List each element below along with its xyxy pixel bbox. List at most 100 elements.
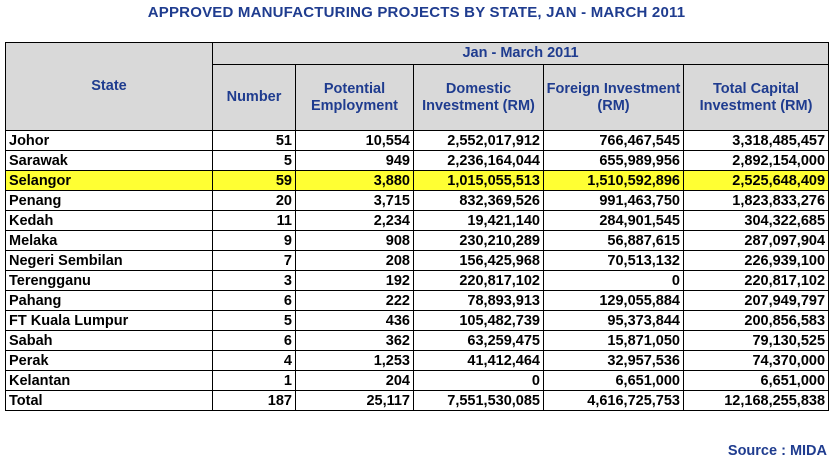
cell-number: 6 [212,290,296,311]
cell-employment: 908 [295,230,414,251]
cell-state: Terengganu [5,270,213,291]
cell-foreign: 56,887,615 [543,230,684,251]
cell-domestic: 1,015,055,513 [413,170,544,191]
cell-employment: 3,880 [295,170,414,191]
cell-state: FT Kuala Lumpur [5,310,213,331]
cell-number: 7 [212,250,296,271]
cell-employment: 204 [295,370,414,391]
cell-employment: 3,715 [295,190,414,211]
cell-domestic: 78,893,913 [413,290,544,311]
cell-state: Kedah [5,210,213,231]
cell-total: 220,817,102 [682,270,830,291]
cell-employment: 436 [295,310,414,331]
cell-foreign: 0 [543,270,684,291]
cell-domestic: 19,421,140 [413,210,544,231]
total-row: Total 187 25,117 7,551,530,085 4,616,725,753… [5,390,830,411]
cell-employment: 2,234 [295,210,414,231]
cell-total: 3,318,485,457 [682,130,830,151]
cell-domestic: 230,210,289 [413,230,544,251]
cell-total: 2,892,154,000 [682,150,830,171]
cell-foreign: 70,513,132 [543,250,684,271]
cell-number: 51 [212,130,296,151]
total-column-header: Total Capital Investment (RM) [682,64,830,131]
cell-state: Sarawak [5,150,213,171]
projects-table: State Jan - March 2011 Number Potential … [5,42,830,411]
period-header: Jan - March 2011 [211,42,830,65]
cell-total: 74,370,000 [682,350,830,371]
cell-domestic: 2,236,164,044 [413,150,544,171]
cell-number: 9 [212,230,296,251]
cell-state: Total [5,390,213,411]
cell-total: 79,130,525 [682,330,830,351]
table-row: FT Kuala Lumpur 5 436 105,482,739 95,373,844… [5,310,830,331]
table-row: Kedah 11 2,234 19,421,140 284,901,545 304,322… [5,210,830,231]
cell-foreign: 4,616,725,753 [543,390,684,411]
cell-domestic: 220,817,102 [413,270,544,291]
employment-column-header: Potential Employment [295,64,414,131]
cell-number: 5 [212,310,296,331]
cell-number: 11 [212,210,296,231]
cell-employment: 222 [295,290,414,311]
cell-total: 2,525,648,409 [682,170,830,191]
table-row: Sarawak 5 949 2,236,164,044 655,989,956 2,892… [5,150,830,171]
cell-number: 20 [212,190,296,211]
cell-domestic: 832,369,526 [413,190,544,211]
cell-foreign: 284,901,545 [543,210,684,231]
cell-total: 226,939,100 [682,250,830,271]
cell-total: 6,651,000 [682,370,830,391]
cell-foreign: 32,957,536 [543,350,684,371]
cell-number: 5 [212,150,296,171]
cell-state: Kelantan [5,370,213,391]
cell-employment: 1,253 [295,350,414,371]
table-body: Johor 51 10,554 2,552,017,912 766,467,545 3,3… [5,130,830,411]
table-row: Johor 51 10,554 2,552,017,912 766,467,545 3,3… [5,130,830,151]
domestic-column-header: Domestic Investment (RM) [413,64,544,131]
cell-foreign: 766,467,545 [543,130,684,151]
cell-total: 12,168,255,838 [682,390,830,411]
cell-foreign: 6,651,000 [543,370,684,391]
page-title: APPROVED MANUFACTURING PROJECTS BY STATE… [147,4,686,21]
table-row: Pahang 6 222 78,893,913 129,055,884 207,949,7… [5,290,830,311]
cell-foreign: 655,989,956 [543,150,684,171]
cell-domestic: 156,425,968 [413,250,544,271]
table-row: Terengganu 3 192 220,817,102 0 220,817,102 [5,270,830,291]
cell-total: 200,856,583 [682,310,830,331]
cell-domestic: 105,482,739 [413,310,544,331]
cell-foreign: 15,871,050 [543,330,684,351]
cell-employment: 949 [295,150,414,171]
table-row: Melaka 9 908 230,210,289 56,887,615 287,097,9… [5,230,830,251]
cell-domestic: 7,551,530,085 [413,390,544,411]
cell-domestic: 0 [413,370,544,391]
cell-employment: 362 [295,330,414,351]
cell-number: 1 [212,370,296,391]
cell-state: Negeri Sembilan [5,250,213,271]
cell-employment: 10,554 [295,130,414,151]
cell-state: Penang [5,190,213,211]
cell-foreign: 1,510,592,896 [543,170,684,191]
cell-foreign: 129,055,884 [543,290,684,311]
cell-state: Perak [5,350,213,371]
cell-employment: 25,117 [295,390,414,411]
table-row: Selangor 59 3,880 1,015,055,513 1,510,592,89… [5,170,830,191]
cell-number: 59 [212,170,296,191]
cell-number: 187 [212,390,296,411]
cell-state: Sabah [5,330,213,351]
cell-foreign: 991,463,750 [543,190,684,211]
table-row: Negeri Sembilan 7 208 156,425,968 70,513,132… [5,250,830,271]
cell-number: 4 [212,350,296,371]
cell-total: 287,097,904 [682,230,830,251]
table-row: Sabah 6 362 63,259,475 15,871,050 79,130,525 [5,330,830,351]
cell-state: Pahang [5,290,213,311]
cell-state: Melaka [5,230,213,251]
number-column-header: Number [212,64,296,131]
cell-domestic: 2,552,017,912 [413,130,544,151]
cell-total: 1,823,833,276 [682,190,830,211]
cell-state: Johor [5,130,213,151]
foreign-column-header: Foreign Investment (RM) [543,64,684,131]
source-note: Source : MIDA [727,443,827,459]
cell-number: 6 [212,330,296,351]
cell-total: 207,949,797 [682,290,830,311]
cell-domestic: 63,259,475 [413,330,544,351]
cell-employment: 192 [295,270,414,291]
cell-number: 3 [212,270,296,291]
